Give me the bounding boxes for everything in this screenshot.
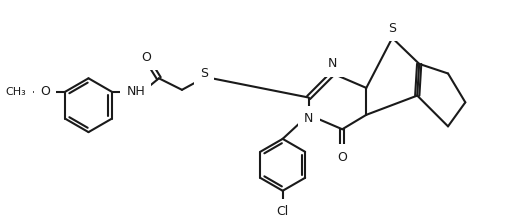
Text: N: N	[328, 57, 337, 70]
Text: S: S	[200, 67, 208, 80]
Text: N: N	[304, 112, 313, 125]
Text: O: O	[337, 151, 347, 164]
Text: O: O	[141, 51, 151, 64]
Text: O: O	[40, 85, 50, 98]
Text: CH₃: CH₃	[5, 87, 26, 97]
Text: S: S	[388, 22, 396, 35]
Text: NH: NH	[126, 85, 145, 98]
Text: Cl: Cl	[276, 205, 289, 218]
